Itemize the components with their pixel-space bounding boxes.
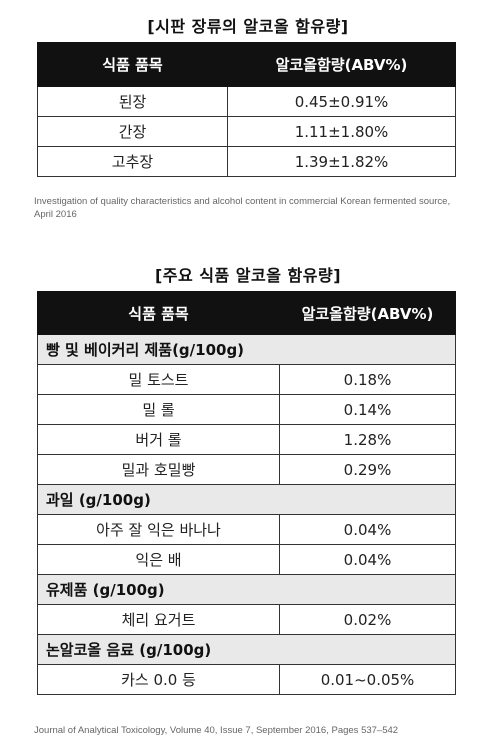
table-row: 간장 1.11±1.80% [37,116,456,147]
table-row: 밀 토스트 0.18% [37,364,456,395]
column-header-alcohol-content: 알코올함량(ABV%) [279,291,456,335]
food-item-cell: 체리 요거트 [37,604,280,635]
table-header-row: 식품 품목 알코올함량(ABV%) [37,42,456,87]
category-row-dairy: 유제품 (g/100g) [37,574,456,605]
food-item-cell: 된장 [37,86,228,117]
table-header-row: 식품 품목 알코올함량(ABV%) [37,291,456,335]
food-alcohol-content-table: 식품 품목 알코올함량(ABV%) 빵 및 베이커리 제품(g/100g) 밀 … [37,291,456,695]
alcohol-value-cell: 0.04% [279,514,456,545]
table1-title: [시판 장류의 알코올 함유량] [147,17,349,36]
alcohol-value-cell: 0.01~0.05% [279,664,456,695]
table1-source-citation: Investigation of quality characteristics… [34,196,451,220]
table-row: 익은 배 0.04% [37,544,456,575]
food-item-cell: 아주 잘 익은 바나나 [37,514,280,545]
food-item-cell: 익은 배 [37,544,280,575]
column-header-alcohol-content: 알코올함량(ABV%) [227,42,456,87]
table2-source-citation: Journal of Analytical Toxicology, Volume… [34,725,399,736]
category-row-non-alcoholic-beverage: 논알코올 음료 (g/100g) [37,634,456,665]
column-header-food-item: 식품 품목 [37,42,228,87]
alcohol-value-cell: 0.18% [279,364,456,395]
table-row: 카스 0.0 등 0.01~0.05% [37,664,456,695]
alcohol-value-cell: 1.39±1.82% [227,146,456,177]
table-row: 아주 잘 익은 바나나 0.04% [37,514,456,545]
category-label: 빵 및 베이커리 제품(g/100g) [37,334,456,365]
table-row: 밀과 호밀빵 0.29% [37,454,456,485]
table-row: 체리 요거트 0.02% [37,604,456,635]
category-row-fruit: 과일 (g/100g) [37,484,456,515]
food-item-cell: 밀 토스트 [37,364,280,395]
alcohol-value-cell: 1.28% [279,424,456,455]
food-item-cell: 밀 롤 [37,394,280,425]
column-header-food-item: 식품 품목 [37,291,280,335]
table2-title: [주요 식품 알코올 함유량] [154,266,342,285]
food-item-cell: 밀과 호밀빵 [37,454,280,485]
alcohol-value-cell: 0.29% [279,454,456,485]
food-item-cell: 고추장 [37,146,228,177]
category-label: 유제품 (g/100g) [37,574,456,605]
alcohol-value-cell: 0.45±0.91% [227,86,456,117]
category-label: 과일 (g/100g) [37,484,456,515]
table-row: 된장 0.45±0.91% [37,86,456,117]
table-row: 버거 롤 1.28% [37,424,456,455]
table-row: 밀 롤 0.14% [37,394,456,425]
commercial-sauce-alcohol-table: 식품 품목 알코올함량(ABV%) 된장 0.45±0.91% 간장 1.11±… [37,42,456,177]
alcohol-value-cell: 0.04% [279,544,456,575]
food-item-cell: 간장 [37,116,228,147]
food-item-cell: 버거 롤 [37,424,280,455]
table-row: 고추장 1.39±1.82% [37,146,456,177]
category-label: 논알코올 음료 (g/100g) [37,634,456,665]
alcohol-value-cell: 0.02% [279,604,456,635]
food-item-cell: 카스 0.0 등 [37,664,280,695]
alcohol-value-cell: 0.14% [279,394,456,425]
alcohol-value-cell: 1.11±1.80% [227,116,456,147]
category-row-bakery: 빵 및 베이커리 제품(g/100g) [37,334,456,365]
